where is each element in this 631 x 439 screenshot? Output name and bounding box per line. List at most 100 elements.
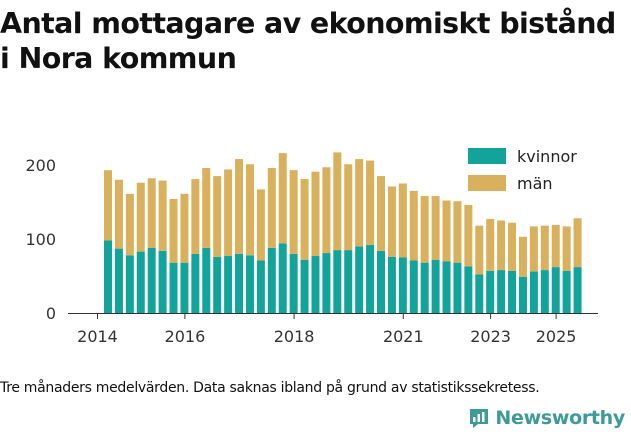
bar-kvinnor-2020-Q3	[377, 250, 385, 313]
bar-kvinnor-2019-Q2	[322, 253, 331, 313]
bar-kvinnor-2020-Q1	[355, 246, 364, 313]
bar-man-2018-Q1	[267, 167, 276, 248]
bar-kvinnor-2016-Q2	[191, 253, 200, 313]
bar-kvinnor-2024-Q4	[562, 270, 571, 313]
legend: kvinnor män	[468, 147, 577, 193]
bar-man-2018-Q2	[278, 153, 287, 244]
bar-man-2022-Q1	[442, 200, 451, 262]
bar-kvinnor-2019-Q1	[311, 256, 320, 313]
bar-man-2023-Q2	[497, 220, 506, 271]
bar-man-2015-Q3	[158, 180, 167, 251]
bar-kvinnor-2018-Q3	[289, 253, 298, 313]
bar-man-2018-Q4	[300, 179, 309, 260]
bar-kvinnor-2019-Q3	[333, 250, 342, 313]
newsworthy-logo-icon	[470, 409, 489, 428]
bar-man-2024-Q2	[540, 225, 549, 271]
brand-logo[interactable]: Newsworthy	[468, 407, 625, 429]
bar-man-2016-Q1	[180, 193, 189, 263]
bar-man-2020-Q4	[387, 186, 396, 257]
bar-man-2017-Q2	[235, 159, 244, 254]
bar-kvinnor-2016-Q3	[202, 247, 211, 313]
bar-man-2022-Q3	[464, 204, 473, 267]
bar-kvinnor-2022-Q2	[453, 262, 462, 313]
bar-kvinnor-2017-Q1	[224, 256, 233, 313]
legend-label-man: män	[517, 174, 553, 193]
legend-swatch-man	[468, 175, 506, 191]
bar-man-2024-Q4	[562, 226, 571, 271]
bar-man-2017-Q4	[256, 189, 265, 261]
legend-swatch-kvinnor	[468, 148, 506, 164]
bar-man-2021-Q4	[431, 196, 440, 260]
bar-kvinnor-2023-Q2	[497, 270, 506, 313]
bar-man-2021-Q3	[420, 196, 429, 263]
x-tick-label-2023: 2023	[470, 327, 511, 346]
bar-man-2020-Q2	[366, 160, 375, 245]
bar-man-2020-Q3	[377, 176, 385, 251]
bar-man-2022-Q2	[453, 201, 462, 263]
bar-kvinnor-2015-Q4	[169, 262, 178, 313]
y-tick-label-200: 200	[25, 156, 56, 175]
bar-kvinnor-2018-Q2	[278, 243, 287, 313]
bar-kvinnor-2017-Q3	[245, 255, 254, 313]
bar-man-2019-Q1	[311, 171, 320, 257]
y-axis: 0 100 200	[25, 156, 56, 323]
bar-kvinnor-2021-Q1	[398, 257, 407, 313]
bar-man-2015-Q4	[169, 199, 178, 263]
x-tick-label-2016: 2016	[165, 327, 206, 346]
bar-man-2018-Q3	[289, 170, 298, 254]
bar-kvinnor-2018-Q4	[300, 259, 309, 313]
bar-man-2014-Q3	[114, 179, 123, 249]
bar-man-2014-Q4	[125, 193, 134, 256]
bar-man-2017-Q3	[245, 164, 254, 256]
legend-label-kvinnor: kvinnor	[517, 147, 577, 166]
bar-kvinnor-2024-Q3	[551, 267, 560, 313]
bar-kvinnor-2020-Q4	[387, 256, 396, 313]
bar-kvinnor-2017-Q4	[256, 260, 265, 313]
bars-layer	[104, 152, 582, 313]
chart-caption: Tre månaders medelvärden. Data saknas ib…	[0, 380, 540, 396]
bar-kvinnor-2024-Q2	[540, 270, 549, 313]
bar-kvinnor-2023-Q1	[486, 270, 495, 313]
bar-kvinnor-2022-Q4	[475, 274, 484, 313]
bar-kvinnor-2016-Q1	[180, 262, 189, 313]
bar-kvinnor-2022-Q3	[464, 266, 473, 313]
bar-man-2023-Q4	[518, 236, 527, 277]
bar-man-2016-Q3	[202, 167, 211, 248]
bar-man-2022-Q4	[475, 225, 484, 275]
bar-man-2023-Q1	[486, 219, 495, 271]
bar-kvinnor-2024-Q1	[529, 271, 538, 313]
x-tick-label-2018: 2018	[274, 327, 315, 346]
bar-kvinnor-2014-Q4	[125, 255, 134, 313]
bar-man-2021-Q1	[398, 183, 407, 258]
bar-kvinnor-2015-Q2	[147, 247, 156, 313]
bar-man-2019-Q3	[333, 152, 342, 251]
bar-man-2015-Q1	[136, 182, 145, 252]
bar-kvinnor-2014-Q2	[104, 240, 112, 313]
bar-kvinnor-2021-Q2	[409, 260, 418, 313]
chart-title: Antal mottagare av ekonomiskt bistånd i …	[0, 7, 616, 75]
bar-kvinnor-2022-Q1	[442, 261, 451, 313]
bar-man-2024-Q3	[551, 224, 560, 268]
x-axis: 2014 2016 2018 2021 2023 2025	[68, 313, 598, 346]
bar-man-2015-Q2	[147, 178, 156, 248]
bar-man-2014-Q2	[104, 170, 112, 241]
bar-man-2016-Q2	[191, 179, 200, 254]
bar-kvinnor-2015-Q3	[158, 250, 167, 313]
bar-man-2017-Q1	[224, 169, 233, 257]
brand-name: Newsworthy	[495, 407, 625, 429]
bar-man-2019-Q2	[322, 167, 331, 254]
bar-man-2020-Q1	[355, 159, 364, 247]
bar-man-2023-Q3	[508, 222, 517, 271]
y-tick-label-100: 100	[25, 230, 56, 249]
bar-kvinnor-2021-Q4	[431, 259, 440, 313]
x-tick-label-2014: 2014	[77, 327, 118, 346]
bar-kvinnor-2019-Q4	[344, 250, 353, 313]
stacked-bar-chart: 0 100 200 2014 2016 2018 2021 2023 2025 kvinnor…	[25, 147, 598, 346]
bar-man-2024-Q1	[529, 226, 538, 272]
bar-kvinnor-2023-Q4	[518, 276, 527, 313]
bar-man-2021-Q2	[409, 190, 418, 261]
bar-man-2025-Q1	[573, 218, 582, 268]
bar-kvinnor-2018-Q1	[267, 247, 276, 313]
bar-kvinnor-2017-Q2	[235, 253, 244, 313]
bar-kvinnor-2020-Q2	[366, 244, 375, 313]
